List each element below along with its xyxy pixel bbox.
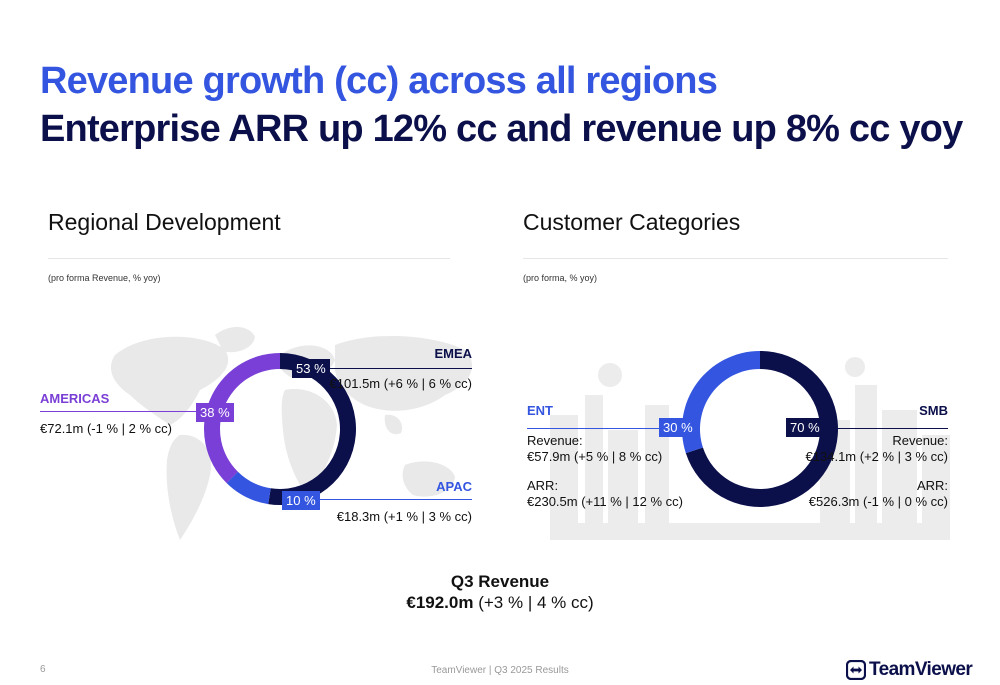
ent-leader-line	[527, 428, 667, 429]
emea-label: EMEA	[434, 346, 472, 361]
q3-revenue-value: €192.0m (+3 % | 4 % cc)	[300, 593, 700, 613]
customer-donut-chart	[682, 351, 838, 507]
teamviewer-logo-text: TeamViewer	[869, 659, 973, 680]
q3-revenue-label: Q3 Revenue	[450, 572, 550, 591]
apac-leader-line	[300, 499, 472, 500]
emea-slice	[268, 353, 356, 505]
headline-secondary: Enterprise ARR up 12% cc and revenue up …	[40, 108, 963, 150]
americas-value: €72.1m (-1 % | 2 % cc)	[40, 421, 172, 436]
regional-subtitle: (pro forma Revenue, % yoy)	[48, 273, 161, 283]
smb-revenue-label: Revenue:	[892, 433, 948, 448]
apac-value: €18.3m (+1 % | 3 % cc)	[336, 509, 472, 524]
apac-label: APAC	[436, 479, 472, 494]
emea-pct-label: 53 %	[292, 359, 330, 378]
headline-primary: Revenue growth (cc) across all regions	[40, 60, 718, 102]
americas-leader-line	[40, 411, 215, 412]
regional-divider	[48, 258, 450, 259]
smb-leader-line	[820, 428, 948, 429]
customer-section-title: Customer Categories	[523, 209, 741, 235]
americas-label: AMERICAS	[40, 391, 110, 406]
ent-revenue-label: Revenue:	[527, 433, 583, 448]
americas-slice	[204, 353, 280, 484]
ent-revenue-value: €57.9m (+5 % | 8 % cc)	[527, 449, 663, 464]
q3-revenue-growth: (+3 % | 4 % cc)	[473, 593, 594, 612]
ent-arr-label: ARR:	[527, 478, 559, 493]
apac-slice	[226, 471, 271, 505]
footer-center-text: TeamViewer | Q3 2025 Results	[431, 665, 569, 676]
emea-leader-line	[305, 368, 472, 369]
teamviewer-logo-icon	[846, 660, 866, 680]
ent-arr-value: €230.5m (+11 % | 12 % cc)	[527, 494, 683, 509]
smb-arr-value: €526.3m (-1 % | 0 % cc)	[808, 494, 948, 509]
americas-pct-label: 38 %	[196, 403, 234, 422]
smb-label: SMB	[919, 403, 948, 418]
smb-arr-label: ARR:	[916, 478, 948, 493]
ent-slice	[682, 351, 760, 454]
world-map-background	[110, 326, 473, 540]
regional-section-title: Regional Development	[48, 209, 281, 235]
smb-revenue-value: €134.1m (+2 % | 3 % cc)	[805, 449, 948, 464]
regional-donut-chart	[204, 353, 356, 505]
smb-pct-label: 70 %	[786, 418, 824, 437]
skyline-background	[550, 357, 950, 540]
q3-revenue-amount: €192.0m	[406, 593, 474, 612]
page-number: 6	[40, 664, 46, 675]
emea-value: €101.5m (+6 % | 6 % cc)	[329, 376, 472, 391]
customer-subtitle: (pro forma, % yoy)	[523, 273, 598, 283]
apac-pct-label: 10 %	[282, 491, 320, 510]
ent-label: ENT	[527, 403, 553, 418]
teamviewer-logo: TeamViewer	[846, 658, 973, 682]
ent-pct-label: 30 %	[659, 418, 697, 437]
customer-divider	[523, 258, 948, 259]
